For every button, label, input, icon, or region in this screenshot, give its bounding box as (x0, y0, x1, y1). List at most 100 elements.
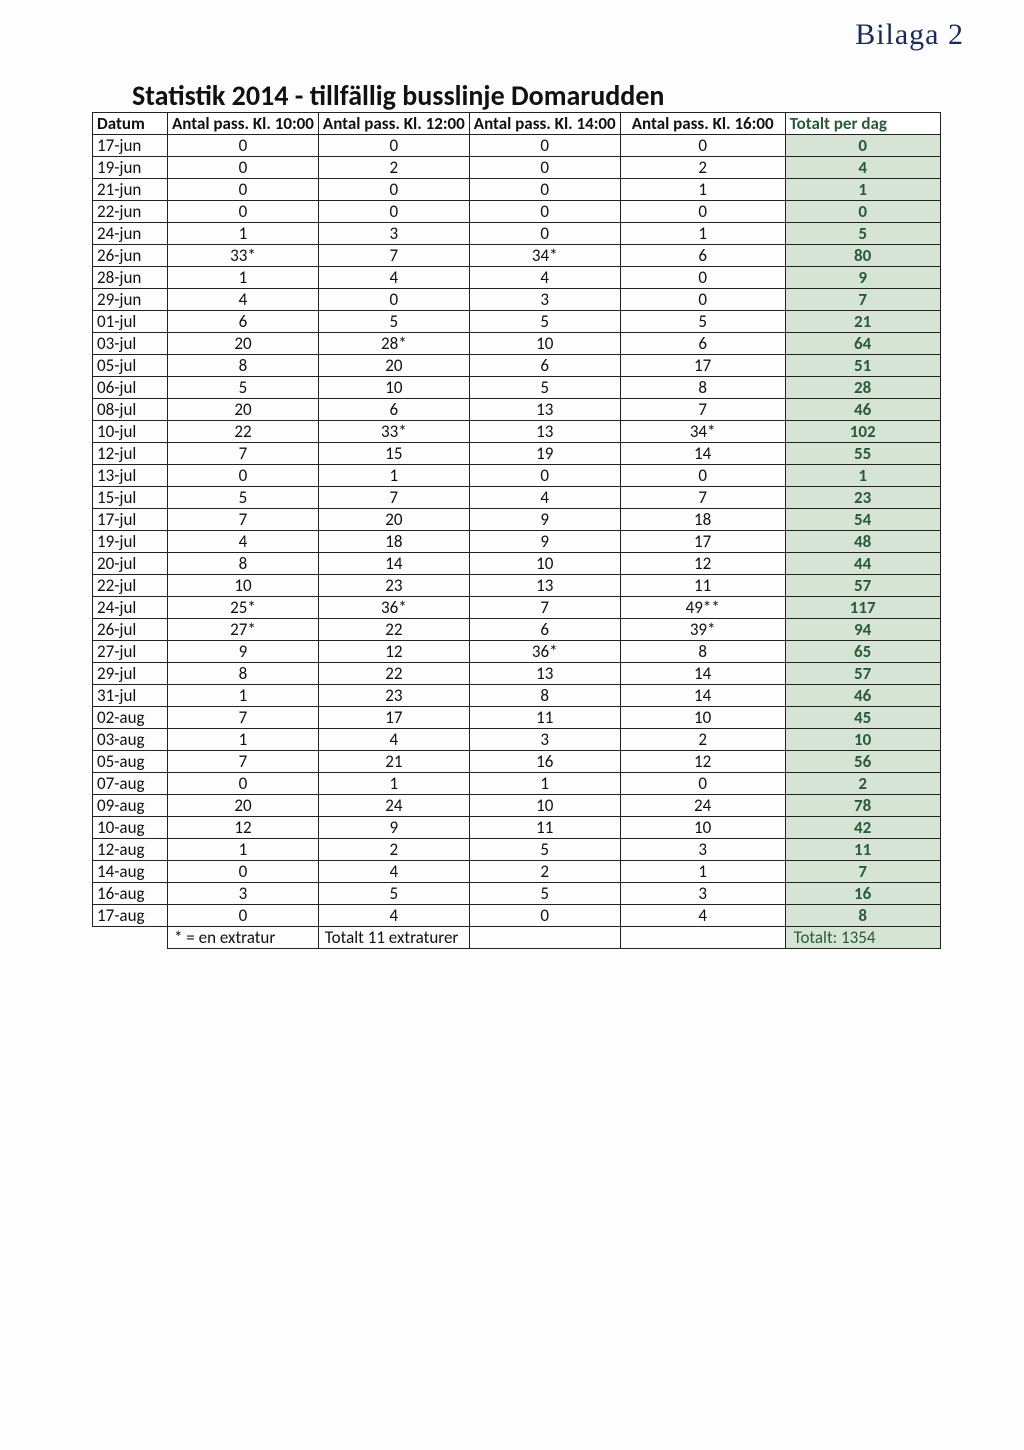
cell-h10: 8 (168, 553, 319, 575)
cell-h16: 7 (620, 399, 785, 421)
cell-h14: 0 (469, 201, 620, 223)
cell-h12: 0 (318, 179, 469, 201)
footer-blank (93, 927, 168, 949)
col-date: Datum (93, 113, 168, 135)
cell-date: 07-aug (93, 773, 168, 795)
cell-date: 15-jul (93, 487, 168, 509)
cell-h16: 11 (620, 575, 785, 597)
cell-h14: 5 (469, 377, 620, 399)
cell-h12: 4 (318, 729, 469, 751)
cell-total: 65 (785, 641, 940, 663)
cell-h14: 0 (469, 179, 620, 201)
cell-h10: 6 (168, 311, 319, 333)
cell-h12: 18 (318, 531, 469, 553)
footer-blank3 (620, 927, 785, 949)
cell-h16: 12 (620, 553, 785, 575)
cell-h12: 0 (318, 201, 469, 223)
cell-h10: 0 (168, 157, 319, 179)
cell-h10: 12 (168, 817, 319, 839)
cell-h16: 0 (620, 267, 785, 289)
cell-h16: 7 (620, 487, 785, 509)
cell-h16: 24 (620, 795, 785, 817)
table-row: 29-jun40307 (93, 289, 941, 311)
cell-h12: 7 (318, 487, 469, 509)
cell-h14: 19 (469, 443, 620, 465)
table-row: 08-jul20613746 (93, 399, 941, 421)
cell-h14: 9 (469, 509, 620, 531)
cell-total: 0 (785, 135, 940, 157)
table-row: 03-aug143210 (93, 729, 941, 751)
page-title: Statistik 2014 - tillfällig busslinje Do… (132, 78, 664, 113)
cell-h14: 10 (469, 795, 620, 817)
table-row: 29-jul822131457 (93, 663, 941, 685)
cell-h12: 23 (318, 685, 469, 707)
cell-h14: 3 (469, 729, 620, 751)
cell-h16: 49** (620, 597, 785, 619)
cell-total: 44 (785, 553, 940, 575)
table-row: 10-jul2233*1334*102 (93, 421, 941, 443)
cell-date: 03-jul (93, 333, 168, 355)
cell-h16: 5 (620, 311, 785, 333)
cell-total: 55 (785, 443, 940, 465)
cell-h12: 22 (318, 619, 469, 641)
col-total: Totalt per dag (785, 113, 940, 135)
cell-total: 78 (785, 795, 940, 817)
table-row: 07-aug01102 (93, 773, 941, 795)
cell-h16: 8 (620, 377, 785, 399)
footer-blank2 (469, 927, 620, 949)
cell-h10: 1 (168, 267, 319, 289)
cell-h16: 8 (620, 641, 785, 663)
table-row: 03-jul2028*10664 (93, 333, 941, 355)
cell-total: 117 (785, 597, 940, 619)
cell-h16: 6 (620, 245, 785, 267)
cell-date: 14-aug (93, 861, 168, 883)
cell-h14: 0 (469, 905, 620, 927)
cell-total: 64 (785, 333, 940, 355)
cell-h10: 8 (168, 663, 319, 685)
cell-h12: 14 (318, 553, 469, 575)
cell-total: 80 (785, 245, 940, 267)
cell-h10: 0 (168, 201, 319, 223)
cell-h16: 1 (620, 179, 785, 201)
cell-h14: 13 (469, 663, 620, 685)
cell-h10: 0 (168, 465, 319, 487)
cell-h14: 0 (469, 157, 620, 179)
cell-h14: 4 (469, 487, 620, 509)
table-row: 19-jul41891748 (93, 531, 941, 553)
table-row: 01-jul655521 (93, 311, 941, 333)
footer-note2: Totalt 11 extraturer (318, 927, 469, 949)
table-row: 17-jun00000 (93, 135, 941, 157)
table-row: 24-jun13015 (93, 223, 941, 245)
table-row: 12-aug125311 (93, 839, 941, 861)
cell-total: 56 (785, 751, 940, 773)
cell-date: 31-jul (93, 685, 168, 707)
cell-h12: 6 (318, 399, 469, 421)
table-row: 13-jul01001 (93, 465, 941, 487)
cell-h16: 2 (620, 157, 785, 179)
col-h12: Antal pass. Kl. 12:00 (318, 113, 469, 135)
cell-h10: 1 (168, 839, 319, 861)
cell-h12: 4 (318, 905, 469, 927)
cell-total: 7 (785, 861, 940, 883)
cell-date: 19-jun (93, 157, 168, 179)
cell-total: 9 (785, 267, 940, 289)
cell-date: 16-aug (93, 883, 168, 905)
cell-date: 27-jul (93, 641, 168, 663)
cell-h16: 10 (620, 707, 785, 729)
cell-h14: 5 (469, 839, 620, 861)
cell-h10: 20 (168, 795, 319, 817)
document-page: Bilaga 2 Statistik 2014 - tillfällig bus… (0, 0, 1024, 1450)
cell-date: 12-aug (93, 839, 168, 861)
cell-date: 03-aug (93, 729, 168, 751)
cell-h14: 6 (469, 355, 620, 377)
table-row: 12-jul715191455 (93, 443, 941, 465)
cell-h12: 28* (318, 333, 469, 355)
cell-h14: 0 (469, 465, 620, 487)
cell-h12: 2 (318, 839, 469, 861)
cell-date: 09-aug (93, 795, 168, 817)
cell-date: 26-jul (93, 619, 168, 641)
table-row: 22-jul1023131157 (93, 575, 941, 597)
cell-total: 94 (785, 619, 940, 641)
cell-h10: 5 (168, 487, 319, 509)
cell-h16: 18 (620, 509, 785, 531)
